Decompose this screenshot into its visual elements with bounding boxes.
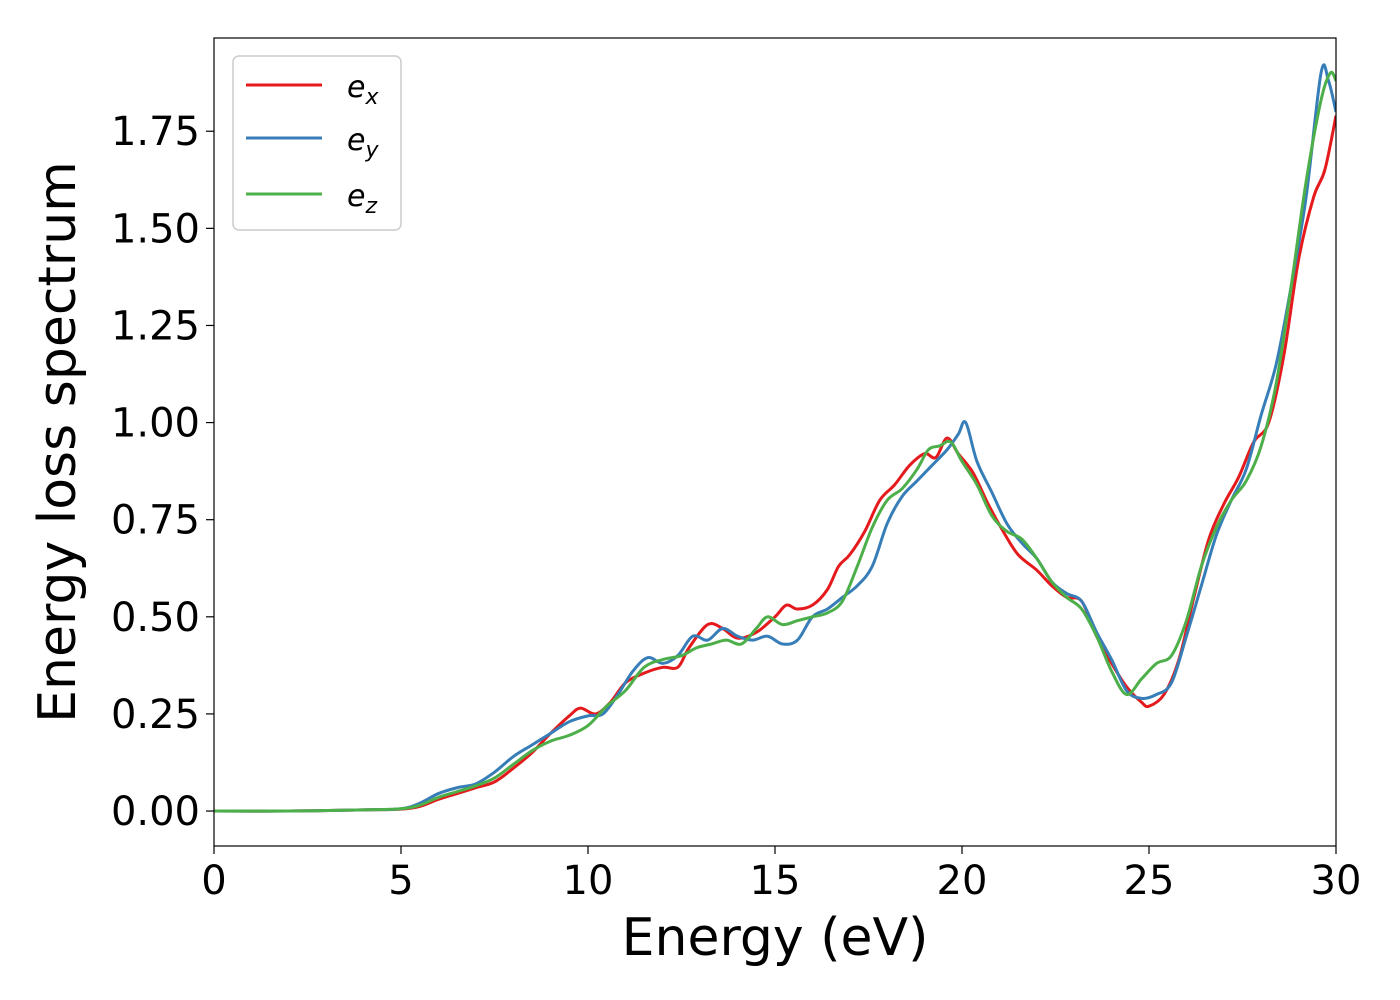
x-tick-label: 0 <box>201 858 226 904</box>
y-tick-label: 1.50 <box>111 206 200 252</box>
y-tick-label: 0.00 <box>111 789 200 835</box>
x-tick-label: 30 <box>1311 858 1362 904</box>
x-tick-label: 25 <box>1124 858 1175 904</box>
x-tick-label: 20 <box>937 858 988 904</box>
x-axis: 0 5 10 15 20 25 30 <box>201 846 1361 904</box>
y-axis-title: Energy loss spectrum <box>28 161 88 723</box>
x-tick-label: 10 <box>563 858 614 904</box>
y-tick-label: 1.25 <box>111 303 200 349</box>
x-tick-label: 15 <box>750 858 801 904</box>
legend-label-ex: ex <box>347 70 379 110</box>
x-axis-title: Energy (eV) <box>622 908 929 968</box>
legend-label-ey: ey <box>347 123 379 163</box>
y-axis: 0.00 0.25 0.50 0.75 1.00 1.25 1.50 1.75 <box>111 109 214 835</box>
y-tick-label: 0.50 <box>111 595 200 641</box>
y-tick-label: 1.00 <box>111 401 200 447</box>
series-layer <box>214 63 1336 813</box>
y-tick-label: 0.25 <box>111 692 200 738</box>
legend-label-ez: ez <box>347 179 377 219</box>
x-tick-label: 5 <box>388 858 413 904</box>
legend: ex ey ez <box>232 55 402 231</box>
series-line-ey <box>214 63 1336 813</box>
y-tick-label: 1.75 <box>111 109 200 155</box>
legend-box <box>232 55 402 231</box>
y-tick-label: 0.75 <box>111 498 200 544</box>
series-line-ez <box>214 70 1336 813</box>
